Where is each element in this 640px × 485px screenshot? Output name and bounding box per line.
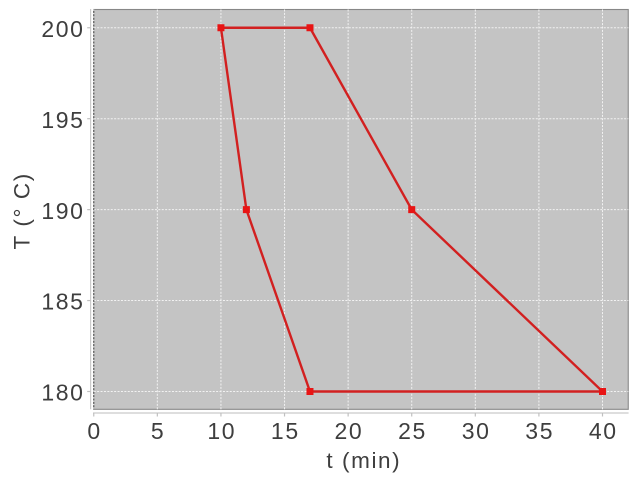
svg-text:T (° C): T (° C): [10, 172, 35, 249]
svg-text:30: 30: [462, 418, 491, 444]
svg-text:5: 5: [151, 418, 165, 444]
svg-text:t (min): t (min): [326, 448, 401, 473]
svg-text:40: 40: [589, 418, 618, 444]
svg-text:0: 0: [87, 418, 101, 444]
svg-text:10: 10: [207, 418, 236, 444]
svg-text:185: 185: [41, 289, 84, 315]
svg-text:20: 20: [335, 418, 364, 444]
svg-text:190: 190: [41, 198, 84, 224]
svg-text:195: 195: [41, 107, 84, 133]
svg-text:35: 35: [525, 418, 554, 444]
svg-text:180: 180: [41, 380, 84, 406]
svg-text:15: 15: [271, 418, 300, 444]
svg-text:200: 200: [41, 16, 84, 42]
svg-text:25: 25: [398, 418, 427, 444]
